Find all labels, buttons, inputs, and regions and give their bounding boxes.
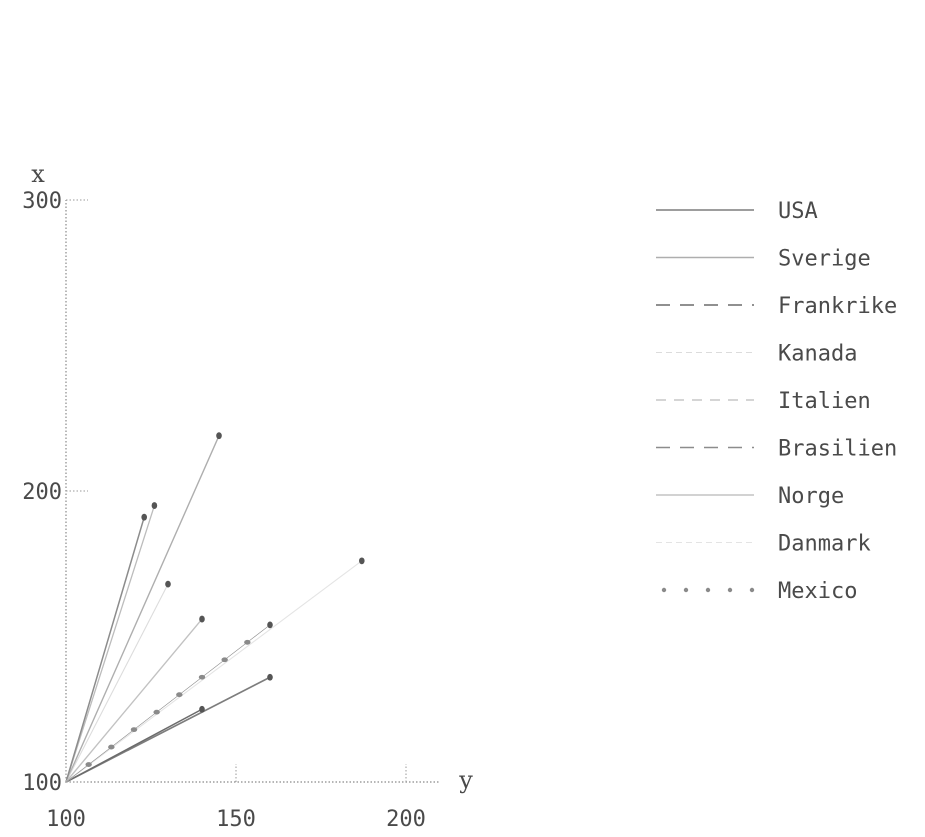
legend-label-mexico: Mexico xyxy=(778,579,857,604)
legend: USA Sverige Frankrike Kanada Italien Brasilie… xyxy=(656,199,897,604)
series-dot-mexico xyxy=(85,762,92,767)
series-line-brasilien xyxy=(65,516,145,783)
y-axis-title: x xyxy=(31,160,45,188)
axes: 100 200 300 100 150 200 x y xyxy=(22,160,473,832)
legend-swatch-dot-mexico xyxy=(727,587,733,593)
series-line-sverige xyxy=(65,435,220,783)
legend-label-frankrike: Frankrike xyxy=(778,294,897,319)
series-end-point-norge xyxy=(199,615,205,623)
series-end-point-usa xyxy=(267,673,273,681)
series-line-frankrike xyxy=(65,708,203,783)
series-end-point-frankrike xyxy=(199,705,205,713)
series-dot-mexico xyxy=(153,709,160,715)
series-dot-mexico xyxy=(221,657,228,663)
x-tick-label: 150 xyxy=(216,807,256,832)
y-tick-label: 300 xyxy=(22,189,62,214)
x-tick-label: 200 xyxy=(386,807,426,832)
legend-label-italien: Italien xyxy=(778,389,871,414)
series-dot-mexico xyxy=(198,674,206,680)
series-line-kanada xyxy=(65,583,169,783)
x-axis-title: y xyxy=(458,766,473,794)
series-end-point-brasilien xyxy=(141,513,147,521)
series-end-point-danmark xyxy=(359,557,365,565)
series-end-point-mexico xyxy=(267,621,273,629)
y-tick-label: 100 xyxy=(22,771,62,796)
series-dot-mexico xyxy=(176,692,183,698)
series-dot-mexico xyxy=(130,727,138,733)
series-line-mexico xyxy=(65,624,271,783)
y-tick-label: 200 xyxy=(22,480,62,505)
series-line-italien xyxy=(65,504,156,783)
series-line-norge xyxy=(65,618,203,783)
x-tick-label: 100 xyxy=(46,807,86,832)
legend-swatch-dot-mexico xyxy=(661,587,667,593)
series-dot-mexico xyxy=(244,639,251,645)
series-end-point-italien xyxy=(151,502,158,509)
legend-label-usa: USA xyxy=(778,199,818,224)
series-end-point-sverige xyxy=(216,432,222,440)
legend-label-sverige: Sverige xyxy=(778,247,871,272)
legend-swatch-dot-mexico xyxy=(749,587,755,593)
legend-swatch-dot-mexico xyxy=(683,587,689,593)
legend-label-norge: Norge xyxy=(778,484,844,509)
series-dot-mexico xyxy=(108,744,115,750)
series-line-danmark xyxy=(65,560,363,783)
legend-label-danmark: Danmark xyxy=(778,532,871,557)
series-lines xyxy=(65,432,365,783)
legend-swatch-dot-mexico xyxy=(705,587,711,593)
series-end-point-kanada xyxy=(165,580,171,588)
legend-label-brasilien: Brasilien xyxy=(778,437,897,462)
legend-label-kanada: Kanada xyxy=(778,342,857,367)
